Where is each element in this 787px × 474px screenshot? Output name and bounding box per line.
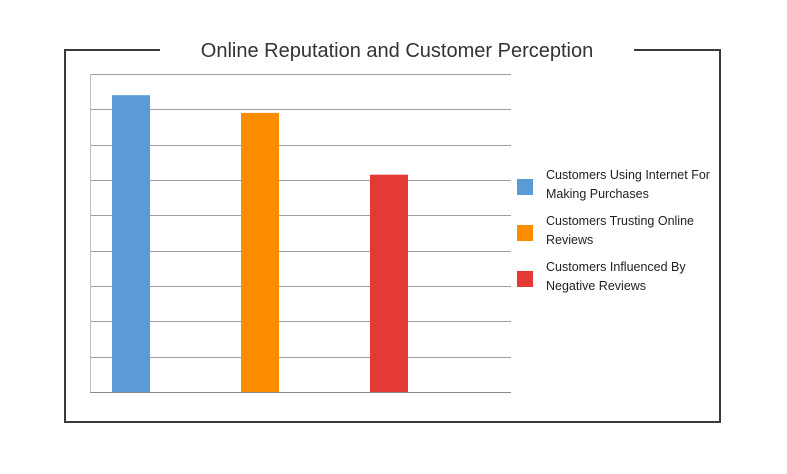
legend-swatch-internet-purchases: [517, 179, 533, 195]
legend-item-internet-purchases: Customers Using Internet For Making Purc…: [517, 166, 722, 212]
chart-title: Online Reputation and Customer Perceptio…: [160, 36, 634, 66]
bar-trusting-reviews: [241, 112, 279, 392]
legend-swatch-trusting-reviews: [517, 225, 533, 241]
legend-item-trusting-reviews: Customers Trusting Online Reviews: [517, 212, 722, 258]
legend-label-trusting-reviews: Customers Trusting Online Reviews: [546, 214, 694, 247]
legend-label-internet-purchases: Customers Using Internet For Making Purc…: [546, 168, 710, 201]
bar-negative-reviews: [370, 174, 408, 392]
bar-internet-purchases: [112, 95, 150, 392]
legend-item-negative-reviews: Customers Influenced By Negative Reviews: [517, 258, 722, 304]
legend-label-negative-reviews: Customers Influenced By Negative Reviews: [546, 260, 686, 293]
chart-legend: Customers Using Internet For Making Purc…: [517, 166, 722, 304]
legend-swatch-negative-reviews: [517, 271, 533, 287]
